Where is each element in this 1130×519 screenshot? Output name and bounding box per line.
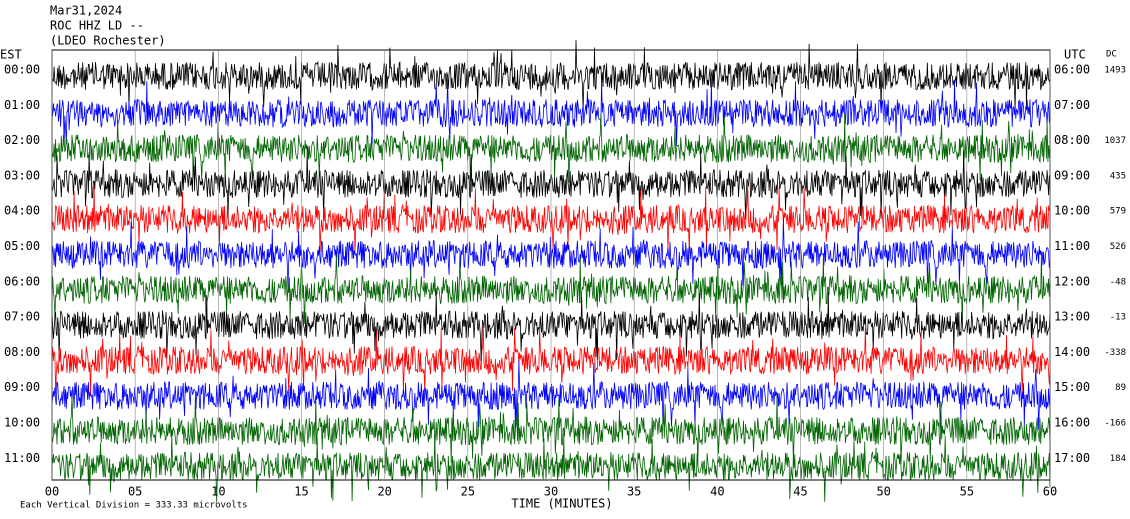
dc-value: -13 [1110, 313, 1126, 323]
utc-label: 11:00 [1054, 239, 1090, 253]
right-axis-title: UTC [1064, 48, 1086, 62]
dc-value: -48 [1110, 277, 1126, 287]
est-label: 04:00 [4, 204, 40, 218]
utc-label: 15:00 [1054, 380, 1090, 394]
x-tick-label: 35 [627, 485, 641, 499]
x-tick-label: 40 [710, 485, 724, 499]
x-tick-label: 55 [960, 485, 974, 499]
dc-value: 184 [1110, 454, 1126, 464]
utc-label: 16:00 [1054, 416, 1090, 430]
x-tick-label: 60 [1043, 485, 1057, 499]
est-label: 09:00 [4, 380, 40, 394]
title-line: Mar31,2024 [50, 4, 122, 18]
est-label: 08:00 [4, 345, 40, 359]
est-label: 11:00 [4, 451, 40, 465]
est-label: 06:00 [4, 274, 40, 288]
title-line: (LDEO Rochester) [50, 34, 166, 48]
x-tick-label: 25 [461, 485, 475, 499]
utc-label: 17:00 [1054, 451, 1090, 465]
left-axis-title: EST [0, 48, 22, 62]
x-tick-label: 05 [128, 485, 142, 499]
utc-label: 14:00 [1054, 345, 1090, 359]
x-tick-label: 50 [876, 485, 890, 499]
utc-label: 13:00 [1054, 310, 1090, 324]
dc-value: 526 [1110, 242, 1126, 252]
footnote: Each Vertical Division = 333.33 microvol… [20, 501, 248, 511]
est-label: 01:00 [4, 98, 40, 112]
est-label: 03:00 [4, 168, 40, 182]
x-tick-label: 15 [294, 485, 308, 499]
x-tick-label: 45 [793, 485, 807, 499]
x-tick-label: 30 [544, 485, 558, 499]
title-line: ROC HHZ LD -- [50, 19, 144, 33]
dc-value: 579 [1110, 207, 1126, 217]
utc-label: 10:00 [1054, 204, 1090, 218]
x-tick-label: 10 [211, 485, 225, 499]
dc-value: 1493 [1104, 66, 1126, 76]
dc-value: 435 [1110, 171, 1126, 181]
dc-value: -166 [1104, 419, 1126, 429]
dc-title: DC [1106, 50, 1117, 60]
x-tick-label: 20 [377, 485, 391, 499]
utc-label: 09:00 [1054, 168, 1090, 182]
x-tick-label: 00 [45, 485, 59, 499]
dc-value: -338 [1104, 348, 1126, 358]
est-label: 02:00 [4, 133, 40, 147]
dc-value: 1037 [1104, 136, 1126, 146]
x-axis-title: TIME (MINUTES) [511, 497, 612, 511]
est-label: 05:00 [4, 239, 40, 253]
utc-label: 12:00 [1054, 274, 1090, 288]
dc-value: 89 [1115, 383, 1126, 393]
utc-label: 06:00 [1054, 63, 1090, 77]
utc-label: 08:00 [1054, 133, 1090, 147]
est-label: 10:00 [4, 416, 40, 430]
utc-label: 07:00 [1054, 98, 1090, 112]
est-label: 07:00 [4, 310, 40, 324]
est-label: 00:00 [4, 63, 40, 77]
